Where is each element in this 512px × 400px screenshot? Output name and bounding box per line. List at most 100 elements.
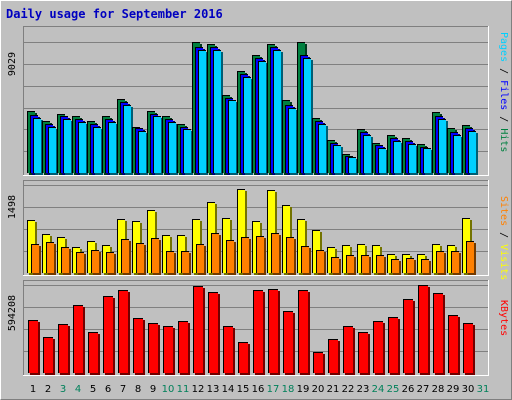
x-tick-label-day-31: 31 bbox=[477, 384, 490, 395]
bar-kbytes-day-17 bbox=[268, 289, 280, 375]
legend-sites: Sites bbox=[498, 196, 509, 226]
bar-kbytes-day-13 bbox=[208, 292, 220, 375]
bar-kbytes-day-14 bbox=[223, 326, 235, 375]
bar-kbytes-day-21 bbox=[328, 339, 340, 375]
bar-kbytes-day-9 bbox=[148, 323, 160, 375]
x-tick-label-day-21: 21 bbox=[327, 384, 340, 395]
x-tick-label-day-7: 7 bbox=[120, 384, 126, 395]
bar-pages-day-6 bbox=[108, 122, 118, 175]
bar-sites-day-14 bbox=[226, 240, 236, 275]
bar-sites-day-26 bbox=[406, 258, 416, 275]
bar-pages-day-9 bbox=[153, 116, 163, 175]
bar-kbytes-day-25 bbox=[388, 317, 400, 375]
bar-kbytes-day-24 bbox=[373, 321, 385, 375]
bar-kbytes-day-27 bbox=[418, 285, 430, 375]
bar-pages-day-28 bbox=[438, 119, 448, 175]
bar-pages-day-25 bbox=[393, 141, 403, 175]
bar-pages-day-21 bbox=[333, 145, 343, 175]
scale-label: 594208 bbox=[7, 295, 18, 331]
x-tick-label-day-15: 15 bbox=[237, 384, 250, 395]
bar-sites-day-17 bbox=[271, 233, 281, 275]
bar-pages-day-22 bbox=[348, 157, 358, 175]
bar-kbytes-day-23 bbox=[358, 332, 370, 375]
bar-pages-day-3 bbox=[63, 119, 73, 175]
x-tick-label-day-25: 25 bbox=[387, 384, 400, 395]
x-tick-label-day-28: 28 bbox=[432, 384, 445, 395]
legend-files: Files bbox=[498, 80, 509, 110]
bar-kbytes-day-29 bbox=[448, 315, 460, 375]
bar-sites-day-29 bbox=[451, 251, 461, 275]
bar-kbytes-day-19 bbox=[298, 290, 310, 375]
series-legend: Sites / Visits bbox=[498, 196, 509, 280]
bar-kbytes-day-3 bbox=[58, 324, 70, 375]
bar-pages-day-15 bbox=[243, 77, 253, 175]
bar-pages-day-13 bbox=[213, 50, 223, 175]
bar-pages-day-11 bbox=[183, 129, 193, 175]
bar-sites-day-3 bbox=[61, 247, 71, 275]
chart-title: Daily usage for September 2016 bbox=[6, 7, 223, 21]
bar-kbytes-day-20 bbox=[313, 352, 325, 375]
x-tick-label-day-20: 20 bbox=[312, 384, 325, 395]
bar-kbytes-day-12 bbox=[193, 286, 205, 375]
bar-kbytes-day-15 bbox=[238, 342, 250, 375]
bar-sites-day-27 bbox=[421, 259, 431, 275]
x-tick-label-day-16: 16 bbox=[252, 384, 265, 395]
bar-sites-day-2 bbox=[46, 242, 56, 275]
x-tick-label-day-6: 6 bbox=[105, 384, 111, 395]
bar-pages-day-18 bbox=[288, 108, 298, 175]
bar-pages-day-30 bbox=[468, 131, 478, 175]
bar-pages-day-10 bbox=[168, 122, 178, 175]
bar-kbytes-day-8 bbox=[133, 318, 145, 375]
bar-sites-day-4 bbox=[76, 252, 86, 275]
scale-label: 9029 bbox=[7, 52, 18, 76]
legend-hits: Hits bbox=[498, 128, 509, 152]
bar-kbytes-day-11 bbox=[178, 321, 190, 375]
bar-kbytes-day-5 bbox=[88, 332, 100, 375]
x-tick-label-day-4: 4 bbox=[75, 384, 81, 395]
bar-pages-day-12 bbox=[198, 50, 208, 175]
bar-pages-day-2 bbox=[48, 127, 58, 175]
x-tick-label-day-2: 2 bbox=[45, 384, 51, 395]
bar-sites-day-15 bbox=[241, 237, 251, 275]
x-tick-label-day-29: 29 bbox=[447, 384, 460, 395]
series-legend: KBytes bbox=[498, 300, 509, 336]
bar-kbytes-day-6 bbox=[103, 296, 115, 375]
bar-sites-day-18 bbox=[286, 237, 296, 275]
bar-sites-day-13 bbox=[211, 233, 221, 275]
bar-sites-day-20 bbox=[316, 250, 326, 275]
bar-sites-day-30 bbox=[466, 241, 476, 275]
bar-sites-day-1 bbox=[31, 244, 41, 275]
bar-sites-day-21 bbox=[331, 257, 341, 275]
x-tick-label-day-14: 14 bbox=[222, 384, 235, 395]
bar-visits-day-15 bbox=[237, 189, 247, 275]
bar-pages-day-7 bbox=[123, 105, 133, 175]
bar-sites-day-9 bbox=[151, 238, 161, 275]
bar-sites-day-8 bbox=[136, 243, 146, 275]
bar-kbytes-day-16 bbox=[253, 290, 265, 375]
bar-kbytes-day-1 bbox=[28, 320, 40, 375]
legend-visits: Visits bbox=[498, 244, 509, 280]
bar-sites-day-22 bbox=[346, 255, 356, 275]
bar-sites-day-7 bbox=[121, 239, 131, 275]
bar-sites-day-28 bbox=[436, 251, 446, 275]
bar-pages-day-20 bbox=[318, 124, 328, 175]
bar-sites-day-25 bbox=[391, 259, 401, 275]
bar-sites-day-19 bbox=[301, 246, 311, 275]
bar-pages-day-29 bbox=[453, 135, 463, 175]
bar-sites-day-24 bbox=[376, 255, 386, 275]
bar-pages-day-4 bbox=[78, 122, 88, 175]
scale-label: 1498 bbox=[7, 195, 18, 219]
bar-pages-day-26 bbox=[408, 144, 418, 175]
x-tick-label-day-10: 10 bbox=[162, 384, 175, 395]
bar-kbytes-day-4 bbox=[73, 305, 85, 375]
bar-sites-day-16 bbox=[256, 236, 266, 275]
bar-pages-day-27 bbox=[423, 148, 433, 175]
x-tick-label-day-5: 5 bbox=[90, 384, 96, 395]
bar-pages-day-24 bbox=[378, 148, 388, 175]
bar-pages-day-1 bbox=[33, 118, 43, 175]
legend-kbytes: KBytes bbox=[498, 300, 509, 336]
bar-kbytes-day-10 bbox=[163, 326, 175, 375]
x-tick-label-day-18: 18 bbox=[282, 384, 295, 395]
bar-pages-day-16 bbox=[258, 61, 268, 175]
x-tick-label-day-8: 8 bbox=[135, 384, 141, 395]
